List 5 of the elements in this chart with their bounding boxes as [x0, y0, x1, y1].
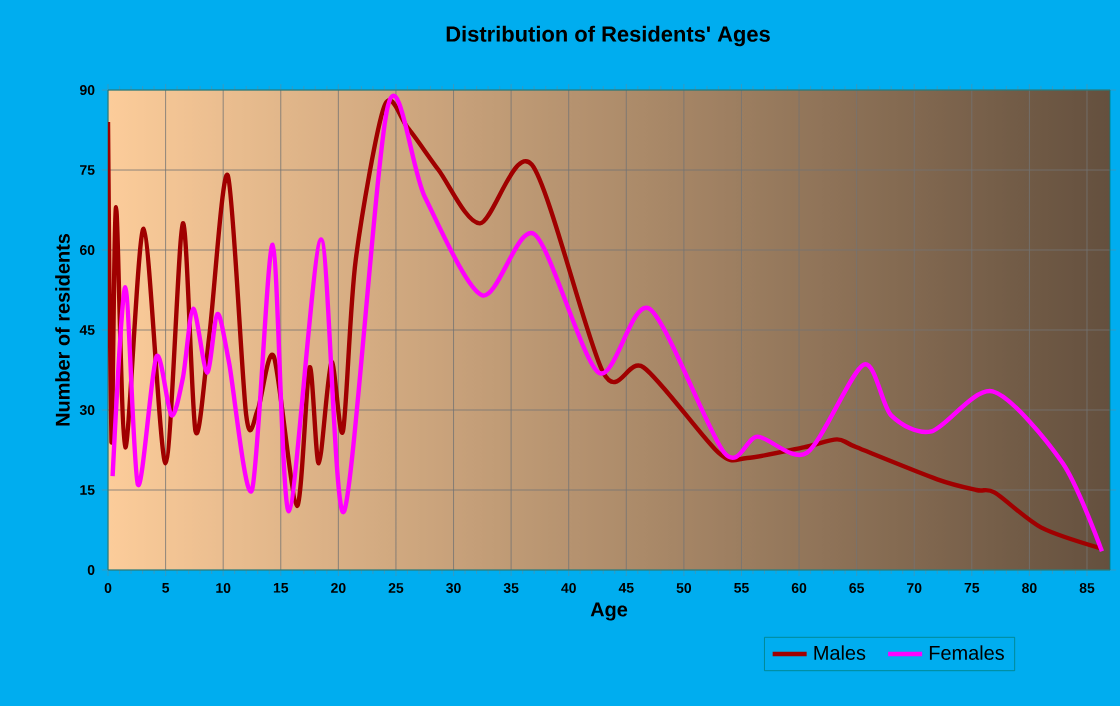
x-axis-title: Age [590, 602, 628, 621]
chart-title: Distribution of Residents' Ages [446, 25, 770, 47]
legend-label: Females [929, 645, 1004, 660]
y-axis-title: Number of residents [55, 233, 70, 426]
legend-label: Males [814, 645, 866, 660]
